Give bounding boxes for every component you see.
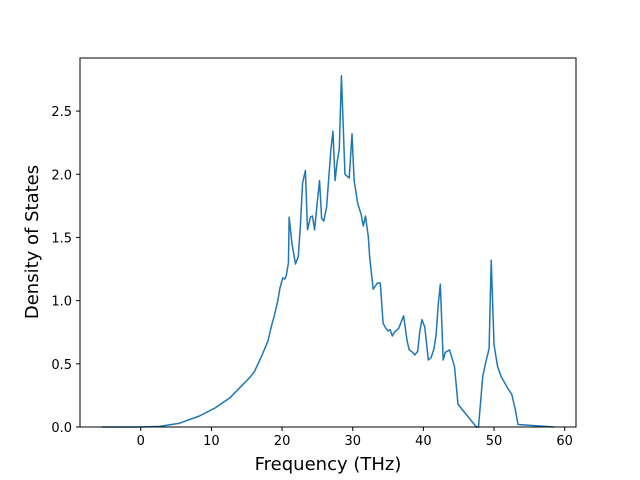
y-tick-label: 2.5 bbox=[51, 105, 72, 120]
y-axis-label: Density of States bbox=[22, 165, 43, 319]
x-tick-label: 0 bbox=[137, 434, 145, 449]
plot-frame bbox=[79, 57, 577, 428]
y-tick-label: 2.0 bbox=[51, 168, 72, 183]
x-tick-label: 60 bbox=[556, 434, 573, 449]
x-tick-label: 50 bbox=[486, 434, 503, 449]
x-tick-label: 40 bbox=[415, 434, 432, 449]
y-tick-label: 0.0 bbox=[51, 421, 72, 436]
x-tick-label: 10 bbox=[203, 434, 220, 449]
data-line bbox=[101, 74, 555, 428]
x-tick-label: 20 bbox=[274, 434, 291, 449]
y-tick-label: 0.5 bbox=[51, 358, 72, 373]
x-axis-label: Frequency (THz) bbox=[255, 454, 402, 475]
y-tick-label: 1.5 bbox=[51, 231, 72, 246]
x-tick-label: 30 bbox=[344, 434, 361, 449]
y-tick-label: 1.0 bbox=[51, 295, 72, 310]
